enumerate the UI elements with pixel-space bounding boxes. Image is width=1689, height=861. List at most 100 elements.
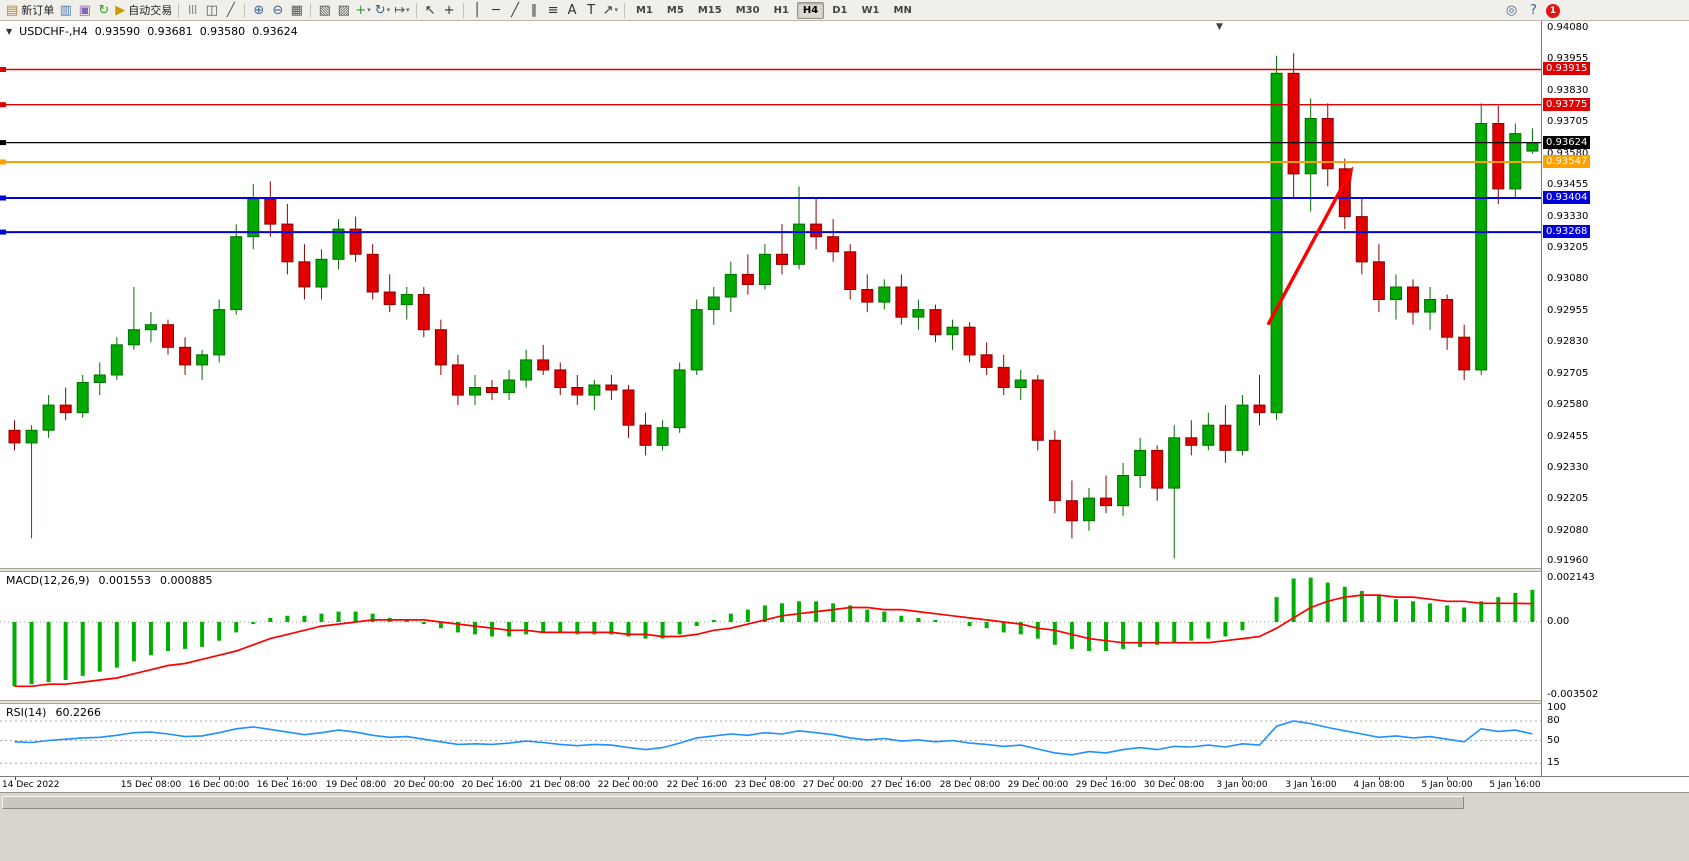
fibonacci-icon[interactable]: ≡ (544, 1, 563, 19)
line-chart-icon[interactable]: ╱ (221, 1, 240, 19)
price-tick-label: 0.91960 (1547, 555, 1589, 566)
channel-icon[interactable]: ∥ (525, 1, 544, 19)
candlestick-chart-icon[interactable]: ◫ (202, 1, 221, 19)
time-axis-label: 4 Jan 08:00 (1353, 780, 1405, 790)
bar-chart-icon[interactable]: ||| (183, 1, 202, 19)
zoom-out-icon: ⊖ (272, 2, 284, 18)
price-line-value-0.93775[interactable]: 0.93775 (1543, 98, 1591, 111)
chart-header: ▼ USDCHF-,H4 0.93590 0.93681 0.93580 0.9… (6, 25, 298, 38)
toolbar-separator (310, 2, 312, 18)
autotrading-button[interactable]: ▶ 自动交易 (113, 1, 174, 19)
price-line-value-0.93547[interactable]: 0.93547 (1543, 155, 1591, 168)
trend-arrow-head[interactable] (1341, 166, 1354, 183)
price-line-value-0.93915[interactable]: 0.93915 (1543, 62, 1591, 75)
help-icon[interactable]: ? (1524, 2, 1543, 20)
timeframe-h1-button[interactable]: H1 (773, 4, 789, 16)
main-chart[interactable] (0, 21, 1541, 568)
timeframe-m1-button[interactable]: M1 (635, 4, 653, 16)
search-icon: ◎ (1505, 3, 1518, 18)
line-handle[interactable] (0, 159, 6, 165)
bear-candle (554, 369, 567, 388)
chart-cycle-icon: ↻ (374, 2, 386, 18)
help-icon: ? (1530, 3, 1537, 18)
bear-candle (622, 389, 635, 426)
one-click-trading-toggle[interactable]: ▼ (6, 27, 13, 36)
crosshair-icon[interactable]: + (440, 1, 459, 19)
crosshair-icon: + (443, 2, 455, 18)
line-chart-icon: ╱ (226, 2, 235, 18)
price-line-value-0.93404[interactable]: 0.93404 (1543, 191, 1591, 204)
bear-candle (1355, 216, 1368, 263)
timeframe-d1-button[interactable]: D1 (832, 4, 848, 16)
bear-candle (605, 384, 618, 391)
bull-candle (946, 326, 959, 336)
chevron-down-icon: ▾ (406, 6, 410, 14)
trendline-icon[interactable]: ╱ (506, 1, 525, 19)
bull-candle (724, 273, 737, 298)
tile-windows-icon[interactable]: ▦ (287, 1, 306, 19)
timeframe-mn-button[interactable]: MN (893, 4, 912, 16)
bear-candle (298, 261, 311, 288)
line-handle[interactable] (0, 140, 6, 146)
trend-arrow-line[interactable] (1266, 172, 1351, 326)
line-handle[interactable] (0, 195, 6, 201)
rsi-panel (0, 720, 1541, 764)
time-axis-label: 21 Dec 08:00 (529, 780, 591, 790)
text-icon[interactable]: A (563, 1, 582, 19)
chart-cycle-icon[interactable]: ↻ ▾ (373, 1, 392, 19)
price-axis[interactable]: 0.94080 0.93955 0.93830 0.93705 0.93580 0.934… (1541, 21, 1689, 776)
line-handle[interactable] (0, 102, 6, 108)
text-label-icon[interactable]: T (582, 1, 601, 19)
timeframe-w1-button[interactable]: W1 (861, 4, 880, 16)
bull-candle (1475, 123, 1488, 371)
panel-divider[interactable] (0, 700, 1689, 704)
notification-badge[interactable]: 1 (1546, 3, 1560, 18)
bull-candle (1424, 299, 1437, 313)
price-tick-label: 0.92205 (1547, 493, 1589, 504)
zoom-in-icon[interactable]: ⊕ (249, 1, 268, 19)
horizontal-line-icon[interactable]: ─ (487, 1, 506, 19)
time-tick (219, 777, 220, 780)
bull-candle (25, 429, 38, 444)
time-tick (15, 777, 16, 780)
timeframe-h4-button[interactable]: H4 (796, 1, 825, 19)
timeframe-m30-button[interactable]: M30 (735, 4, 760, 16)
scrollbar-thumb[interactable] (2, 796, 1464, 809)
price-tick-label: 0.92580 (1547, 399, 1589, 410)
timeframe-m15-button[interactable]: M15 (697, 4, 722, 16)
bear-candle (844, 251, 857, 291)
timeframe-m5-button[interactable]: M5 (666, 4, 684, 16)
time-axis[interactable]: 14 Dec 2022 15 Dec 08:00 16 Dec 00:00 16 De… (0, 776, 1689, 792)
chart-shift-marker[interactable]: ▼ (1216, 22, 1223, 32)
time-axis-label: 27 Dec 00:00 (802, 780, 864, 790)
panel-divider[interactable] (0, 568, 1689, 572)
rsi-scale-50: 50 (1547, 735, 1560, 746)
bull-candle (42, 404, 55, 431)
new-order-button[interactable]: ▤ 新订单 (4, 1, 56, 19)
price-tick-label: 0.93580 (1547, 148, 1589, 159)
cursor-icon[interactable]: ↖ (421, 1, 440, 19)
refresh-icon[interactable]: ↻ (94, 1, 113, 19)
bear-candle (895, 286, 908, 318)
arrange-windows-icon[interactable]: ▨ (334, 1, 353, 19)
charts-icon[interactable]: ▥ (56, 1, 75, 19)
price-line-value-0.93268[interactable]: 0.93268 (1543, 225, 1591, 238)
chart-shift-icon[interactable]: ↦ ▾ (392, 1, 411, 19)
line-handle[interactable] (0, 67, 6, 72)
price-tick-label: 0.92330 (1547, 462, 1589, 473)
toolbar-right-group: ◎? 1 (1502, 1, 1560, 20)
bear-candle (997, 366, 1010, 388)
profiles-icon: ▣ (78, 2, 91, 18)
new-chart-icon[interactable]: + ▾ (353, 1, 372, 19)
line-handle[interactable] (0, 229, 6, 235)
search-icon[interactable]: ◎ (1502, 2, 1521, 20)
zoom-out-icon[interactable]: ⊖ (268, 1, 287, 19)
bull-candle (332, 228, 345, 260)
price-line-value-0.93624[interactable]: 0.93624 (1543, 136, 1591, 149)
ohlc-low: 0.93580 (199, 25, 246, 38)
vertical-line-icon[interactable]: │ (468, 1, 487, 19)
profiles-icon[interactable]: ▣ (75, 1, 94, 19)
cascade-windows-icon[interactable]: ▧ (315, 1, 334, 19)
time-tick (1174, 777, 1175, 780)
arrows-icon[interactable]: ↗ ▾ (601, 1, 620, 19)
